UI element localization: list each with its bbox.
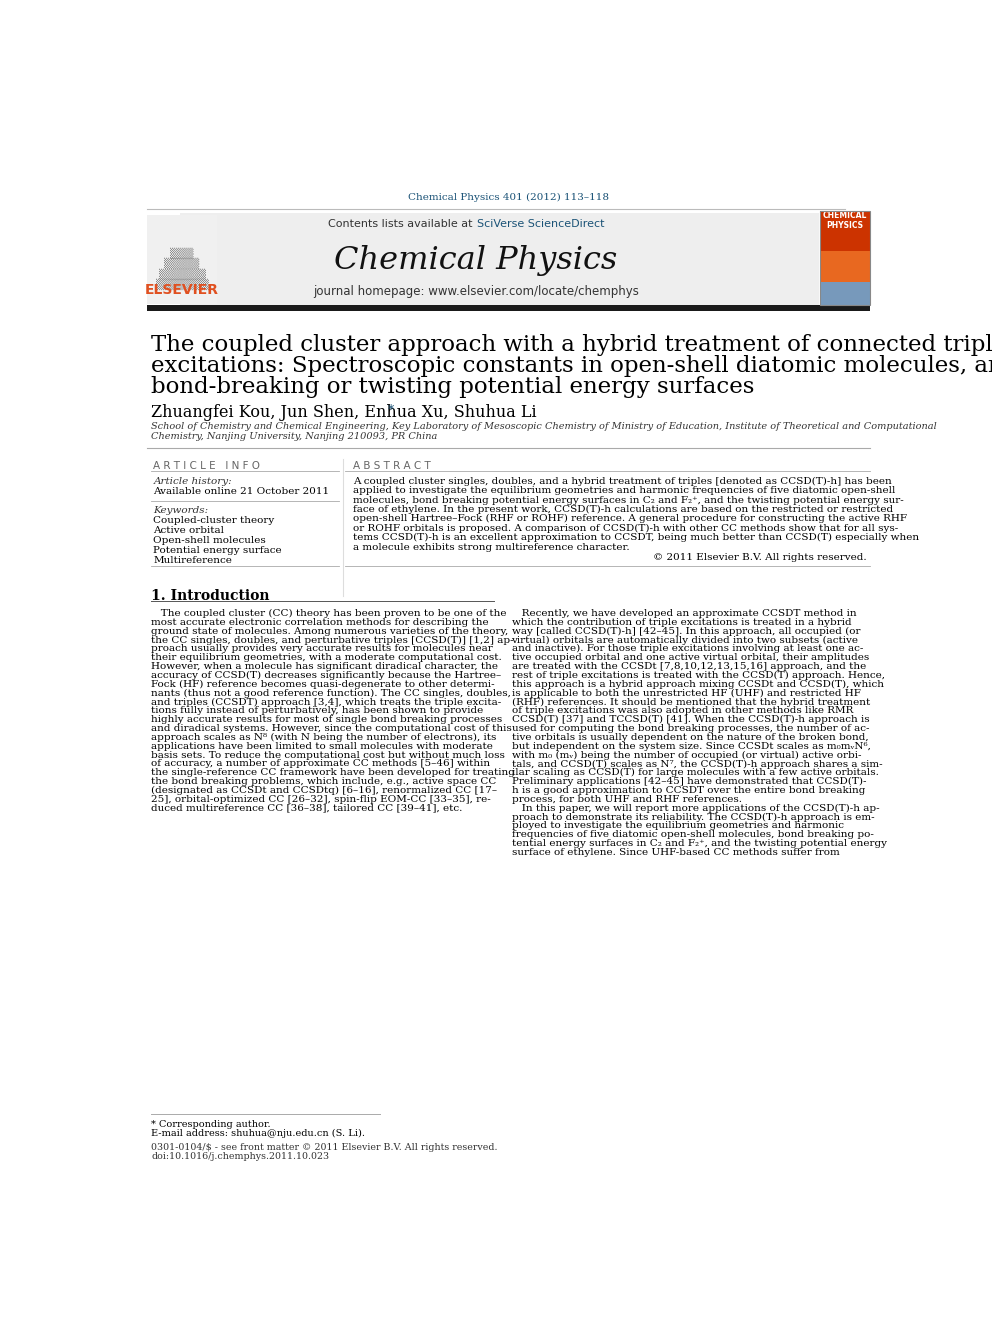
Text: the CC singles, doubles, and perturbative triples [CCSD(T)] [1,2] ap-: the CC singles, doubles, and perturbativ… [151,635,514,644]
Text: accuracy of CCSD(T) decreases significantly because the Hartree–: accuracy of CCSD(T) decreases significan… [151,671,501,680]
Text: open-shell Hartree–Fock (RHF or ROHF) reference. A general procedure for constru: open-shell Hartree–Fock (RHF or ROHF) re… [352,515,907,524]
Text: tions fully instead of perturbatively, has been shown to provide: tions fully instead of perturbatively, h… [151,706,483,716]
Text: However, when a molecule has significant diradical character, the: However, when a molecule has significant… [151,662,498,671]
Text: h is a good approximation to CCSDT over the entire bond breaking: h is a good approximation to CCSDT over … [512,786,865,795]
Text: tive orbitals is usually dependent on the nature of the broken bond,: tive orbitals is usually dependent on th… [512,733,868,742]
Text: ELSEVIER: ELSEVIER [145,283,219,296]
Text: used for computing the bond breaking processes, the number of ac-: used for computing the bond breaking pro… [512,724,869,733]
Text: of triple excitations was also adopted in other methods like RMR: of triple excitations was also adopted i… [512,706,853,716]
Text: (RHF) references. It should be mentioned that the hybrid treatment: (RHF) references. It should be mentioned… [512,697,870,706]
Bar [820,251,870,282]
Text: Preliminary applications [42–45] have demonstrated that CCSD(T)-: Preliminary applications [42–45] have de… [512,777,866,786]
Text: Coupled-cluster theory: Coupled-cluster theory [154,516,275,525]
Text: and triples (CCSDT) approach [3,4], which treats the triple excita-: and triples (CCSDT) approach [3,4], whic… [151,697,501,706]
Text: and diradical systems. However, since the computational cost of this: and diradical systems. However, since th… [151,724,512,733]
Text: approach scales as N⁸ (with N being the number of electrons), its: approach scales as N⁸ (with N being the … [151,733,497,742]
Bar [147,214,217,303]
Text: ployed to investigate the equilibrium geometries and harmonic: ployed to investigate the equilibrium ge… [512,822,843,831]
Text: rest of triple excitations is treated with the CCSD(T) approach. Hence,: rest of triple excitations is treated wi… [512,671,885,680]
Text: which the contribution of triple excitations is treated in a hybrid: which the contribution of triple excitat… [512,618,851,627]
Text: ▒▒▒▒
▒▒▒▒▒▒
▒▒▒▒▒▒▒▒
▒▒▒▒▒▒▒▒▒: ▒▒▒▒ ▒▒▒▒▒▒ ▒▒▒▒▒▒▒▒ ▒▒▒▒▒▒▒▒▒ [156,247,208,290]
Text: duced multireference CC [36–38], tailored CC [39–41], etc.: duced multireference CC [36–38], tailore… [151,803,462,812]
Text: tential energy surfaces in C₂ and F₂⁺, and the twisting potential energy: tential energy surfaces in C₂ and F₂⁺, a… [512,839,887,848]
Text: Potential energy surface: Potential energy surface [154,546,282,556]
Text: excitations: Spectroscopic constants in open-shell diatomic molecules, and: excitations: Spectroscopic constants in … [151,355,992,377]
Text: frequencies of five diatomic open-shell molecules, bond breaking po-: frequencies of five diatomic open-shell … [512,831,873,839]
Text: *: * [388,404,394,417]
Text: of accuracy, a number of approximate CC methods [5–46] within: of accuracy, a number of approximate CC … [151,759,490,769]
Text: tems CCSD(T)-h is an excellent approximation to CCSDT, being much better than CC: tems CCSD(T)-h is an excellent approxima… [352,533,919,542]
Text: School of Chemistry and Chemical Engineering, Key Laboratory of Mesoscopic Chemi: School of Chemistry and Chemical Enginee… [151,422,936,431]
Text: tive occupied orbital and one active virtual orbital, their amplitudes: tive occupied orbital and one active vir… [512,654,869,663]
Text: Fock (HF) reference becomes quasi-degenerate to other determi-: Fock (HF) reference becomes quasi-degene… [151,680,495,689]
Text: Multireference: Multireference [154,556,232,565]
Text: Contents lists available at: Contents lists available at [327,220,476,229]
Text: virtual) orbitals are automatically divided into two subsets (active: virtual) orbitals are automatically divi… [512,635,858,644]
Text: 25], orbital-optimized CC [26–32], spin-flip EOM-CC [33–35], re-: 25], orbital-optimized CC [26–32], spin-… [151,795,491,804]
Text: a molecule exhibits strong multireference character.: a molecule exhibits strong multireferenc… [352,542,629,552]
Text: this approach is a hybrid approach mixing CCSDt and CCSD(T), which: this approach is a hybrid approach mixin… [512,680,884,689]
Text: tals, and CCSD(T) scales as N⁷, the CCSD(T)-h approach shares a sim-: tals, and CCSD(T) scales as N⁷, the CCSD… [512,759,882,769]
Bar [147,306,870,311]
Text: SciVerse ScienceDirect: SciVerse ScienceDirect [477,220,605,229]
Text: surface of ethylene. Since UHF-based CC methods suffer from: surface of ethylene. Since UHF-based CC … [512,848,839,857]
Text: way [called CCSD(T)-h] [42–45]. In this approach, all occupied (or: way [called CCSD(T)-h] [42–45]. In this … [512,627,860,636]
Text: Chemical Physics: Chemical Physics [334,245,617,277]
Text: applications have been limited to small molecules with moderate: applications have been limited to small … [151,742,493,750]
Text: their equilibrium geometries, with a moderate computational cost.: their equilibrium geometries, with a mod… [151,654,502,663]
Bar [180,213,819,306]
Text: journal homepage: www.elsevier.com/locate/chemphys: journal homepage: www.elsevier.com/locat… [312,286,639,299]
Bar [820,282,870,306]
Text: Available online 21 October 2011: Available online 21 October 2011 [154,487,329,496]
Text: A B S T R A C T: A B S T R A C T [352,460,431,471]
Text: * Corresponding author.: * Corresponding author. [151,1119,271,1129]
Text: nants (thus not a good reference function). The CC singles, doubles,: nants (thus not a good reference functio… [151,688,511,697]
Text: Chemical Physics 401 (2012) 113–118: Chemical Physics 401 (2012) 113–118 [408,193,609,202]
Text: but independent on the system size. Since CCSDt scales as m₀mᵥN⁶,: but independent on the system size. Sinc… [512,742,870,750]
Text: are treated with the CCSDt [7,8,10,12,13,15,16] approach, and the: are treated with the CCSDt [7,8,10,12,13… [512,662,866,671]
Text: proach to demonstrate its reliability. The CCSD(T)-h approach is em-: proach to demonstrate its reliability. T… [512,812,874,822]
Text: basis sets. To reduce the computational cost but without much loss: basis sets. To reduce the computational … [151,750,505,759]
Text: applied to investigate the equilibrium geometries and harmonic frequencies of fi: applied to investigate the equilibrium g… [352,486,895,495]
Text: A R T I C L E   I N F O: A R T I C L E I N F O [154,460,261,471]
Text: process, for both UHF and RHF references.: process, for both UHF and RHF references… [512,795,741,804]
Text: the bond breaking problems, which include, e.g., active space CC: the bond breaking problems, which includ… [151,777,497,786]
Text: face of ethylene. In the present work, CCSD(T)-h calculations are based on the r: face of ethylene. In the present work, C… [352,505,893,515]
Text: is applicable to both the unrestricted HF (UHF) and restricted HF: is applicable to both the unrestricted H… [512,688,860,697]
Text: or ROHF orbitals is proposed. A comparison of CCSD(T)-h with other CC methods sh: or ROHF orbitals is proposed. A comparis… [352,524,898,533]
Text: ground state of molecules. Among numerous varieties of the theory,: ground state of molecules. Among numerou… [151,627,508,635]
Text: highly accurate results for most of single bond breaking processes: highly accurate results for most of sing… [151,716,502,724]
Text: most accurate electronic correlation methods for describing the: most accurate electronic correlation met… [151,618,489,627]
Text: Recently, we have developed an approximate CCSDT method in: Recently, we have developed an approxima… [512,609,856,618]
Text: In this paper, we will report more applications of the CCSD(T)-h ap-: In this paper, we will report more appli… [512,803,879,812]
Text: Article history:: Article history: [154,476,232,486]
Text: 0301-0104/$ - see front matter © 2011 Elsevier B.V. All rights reserved.: 0301-0104/$ - see front matter © 2011 El… [151,1143,498,1152]
Text: Active orbital: Active orbital [154,527,224,534]
Text: molecules, bond breaking potential energy surfaces in C₂ and F₂⁺, and the twisti: molecules, bond breaking potential energ… [352,496,904,504]
Text: doi:10.1016/j.chemphys.2011.10.023: doi:10.1016/j.chemphys.2011.10.023 [151,1152,329,1162]
Text: proach usually provides very accurate results for molecules near: proach usually provides very accurate re… [151,644,493,654]
Bar [820,212,870,306]
Text: Keywords:: Keywords: [154,505,208,515]
Text: CCSD(T) [37] and TCCSD(T) [41]. When the CCSD(T)-h approach is: CCSD(T) [37] and TCCSD(T) [41]. When the… [512,716,869,724]
Text: Chemistry, Nanjing University, Nanjing 210093, PR China: Chemistry, Nanjing University, Nanjing 2… [151,433,437,441]
Text: The coupled cluster approach with a hybrid treatment of connected triple: The coupled cluster approach with a hybr… [151,335,992,356]
Text: and inactive). For those triple excitations involving at least one ac-: and inactive). For those triple excitati… [512,644,863,654]
Bar [820,212,870,251]
Text: 1. Introduction: 1. Introduction [151,589,270,603]
Text: Open-shell molecules: Open-shell molecules [154,536,266,545]
Text: © 2011 Elsevier B.V. All rights reserved.: © 2011 Elsevier B.V. All rights reserved… [653,553,866,562]
Text: (designated as CCSDt and CCSDtq) [6–16], renormalized CC [17–: (designated as CCSDt and CCSDtq) [6–16],… [151,786,497,795]
Text: E-mail address: shuhua@nju.edu.cn (S. Li).: E-mail address: shuhua@nju.edu.cn (S. Li… [151,1129,365,1138]
Text: Zhuangfei Kou, Jun Shen, Enhua Xu, Shuhua Li: Zhuangfei Kou, Jun Shen, Enhua Xu, Shuhu… [151,404,537,421]
Text: ilar scaling as CCSD(T) for large molecules with a few active orbitals.: ilar scaling as CCSD(T) for large molecu… [512,769,878,778]
Text: the single-reference CC framework have been developed for treating: the single-reference CC framework have b… [151,769,515,778]
Text: bond-breaking or twisting potential energy surfaces: bond-breaking or twisting potential ener… [151,376,755,398]
Text: CHEMICAL
PHYSICS: CHEMICAL PHYSICS [822,210,867,230]
Text: The coupled cluster (CC) theory has been proven to be one of the: The coupled cluster (CC) theory has been… [151,609,507,618]
Text: with m₀ (mᵥ) being the number of occupied (or virtual) active orbi-: with m₀ (mᵥ) being the number of occupie… [512,750,861,759]
Text: A coupled cluster singles, doubles, and a hybrid treatment of triples [denoted a: A coupled cluster singles, doubles, and … [352,476,892,486]
